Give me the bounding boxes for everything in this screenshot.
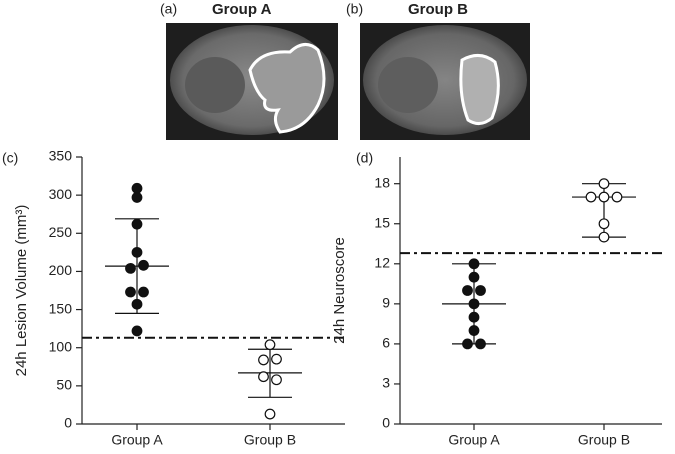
data-point xyxy=(125,262,136,274)
y-tick-label: 3 xyxy=(382,375,390,391)
panel-label: (c) xyxy=(2,150,18,166)
panel-label: (b) xyxy=(346,1,363,17)
data-point xyxy=(271,374,282,386)
data-point xyxy=(598,231,610,243)
data-point xyxy=(598,178,610,190)
data-point xyxy=(468,311,480,323)
data-point xyxy=(598,191,610,203)
y-tick-label: 200 xyxy=(49,262,73,278)
y-tick-label: 9 xyxy=(382,295,390,311)
y-tick-label: 12 xyxy=(374,255,390,271)
data-point xyxy=(462,285,473,296)
y-tick-label: 350 xyxy=(49,148,73,164)
data-point xyxy=(468,271,480,283)
data-point xyxy=(475,285,486,296)
data-point xyxy=(138,286,149,298)
data-point xyxy=(468,325,480,336)
data-point xyxy=(264,339,276,351)
mri-a xyxy=(166,23,338,140)
data-point xyxy=(258,371,269,383)
data-point xyxy=(131,246,143,258)
x-tick-label: Group A xyxy=(111,432,163,448)
data-point xyxy=(468,258,480,270)
y-tick-label: 0 xyxy=(382,415,390,431)
mri-b xyxy=(360,23,530,140)
data-point xyxy=(271,353,282,365)
data-point xyxy=(468,298,480,310)
y-axis-label: 24h Lesion Volume (mm³) xyxy=(13,205,30,377)
data-point xyxy=(462,338,473,350)
data-point xyxy=(131,218,143,230)
data-point xyxy=(131,192,143,203)
data-point xyxy=(258,354,269,366)
data-point xyxy=(598,218,610,230)
y-tick-label: 6 xyxy=(382,335,390,351)
y-axis-label: 24h Neuroscore xyxy=(331,237,348,344)
y-tick-label: 150 xyxy=(49,300,73,316)
x-tick-label: Group B xyxy=(578,432,630,448)
y-tick-label: 0 xyxy=(64,415,72,431)
data-point xyxy=(125,286,136,298)
y-tick-label: 18 xyxy=(374,174,390,190)
data-point xyxy=(131,298,143,310)
data-point xyxy=(264,408,276,420)
x-tick-label: Group B xyxy=(244,432,296,448)
data-point xyxy=(611,191,623,203)
data-point xyxy=(138,259,149,271)
y-tick-label: 250 xyxy=(49,224,73,240)
panel-title: Group B xyxy=(408,1,468,18)
x-tick-label: Group A xyxy=(448,432,500,448)
panel-label: (d) xyxy=(356,150,373,166)
data-point xyxy=(585,191,597,203)
y-tick-label: 100 xyxy=(49,338,73,354)
panel-title: Group A xyxy=(212,1,272,18)
data-point xyxy=(131,325,143,337)
y-tick-label: 15 xyxy=(374,214,390,230)
panel-label: (a) xyxy=(160,1,177,17)
y-tick-label: 300 xyxy=(49,186,73,202)
data-point xyxy=(131,182,143,194)
data-point xyxy=(475,338,486,350)
y-tick-label: 50 xyxy=(56,377,72,393)
